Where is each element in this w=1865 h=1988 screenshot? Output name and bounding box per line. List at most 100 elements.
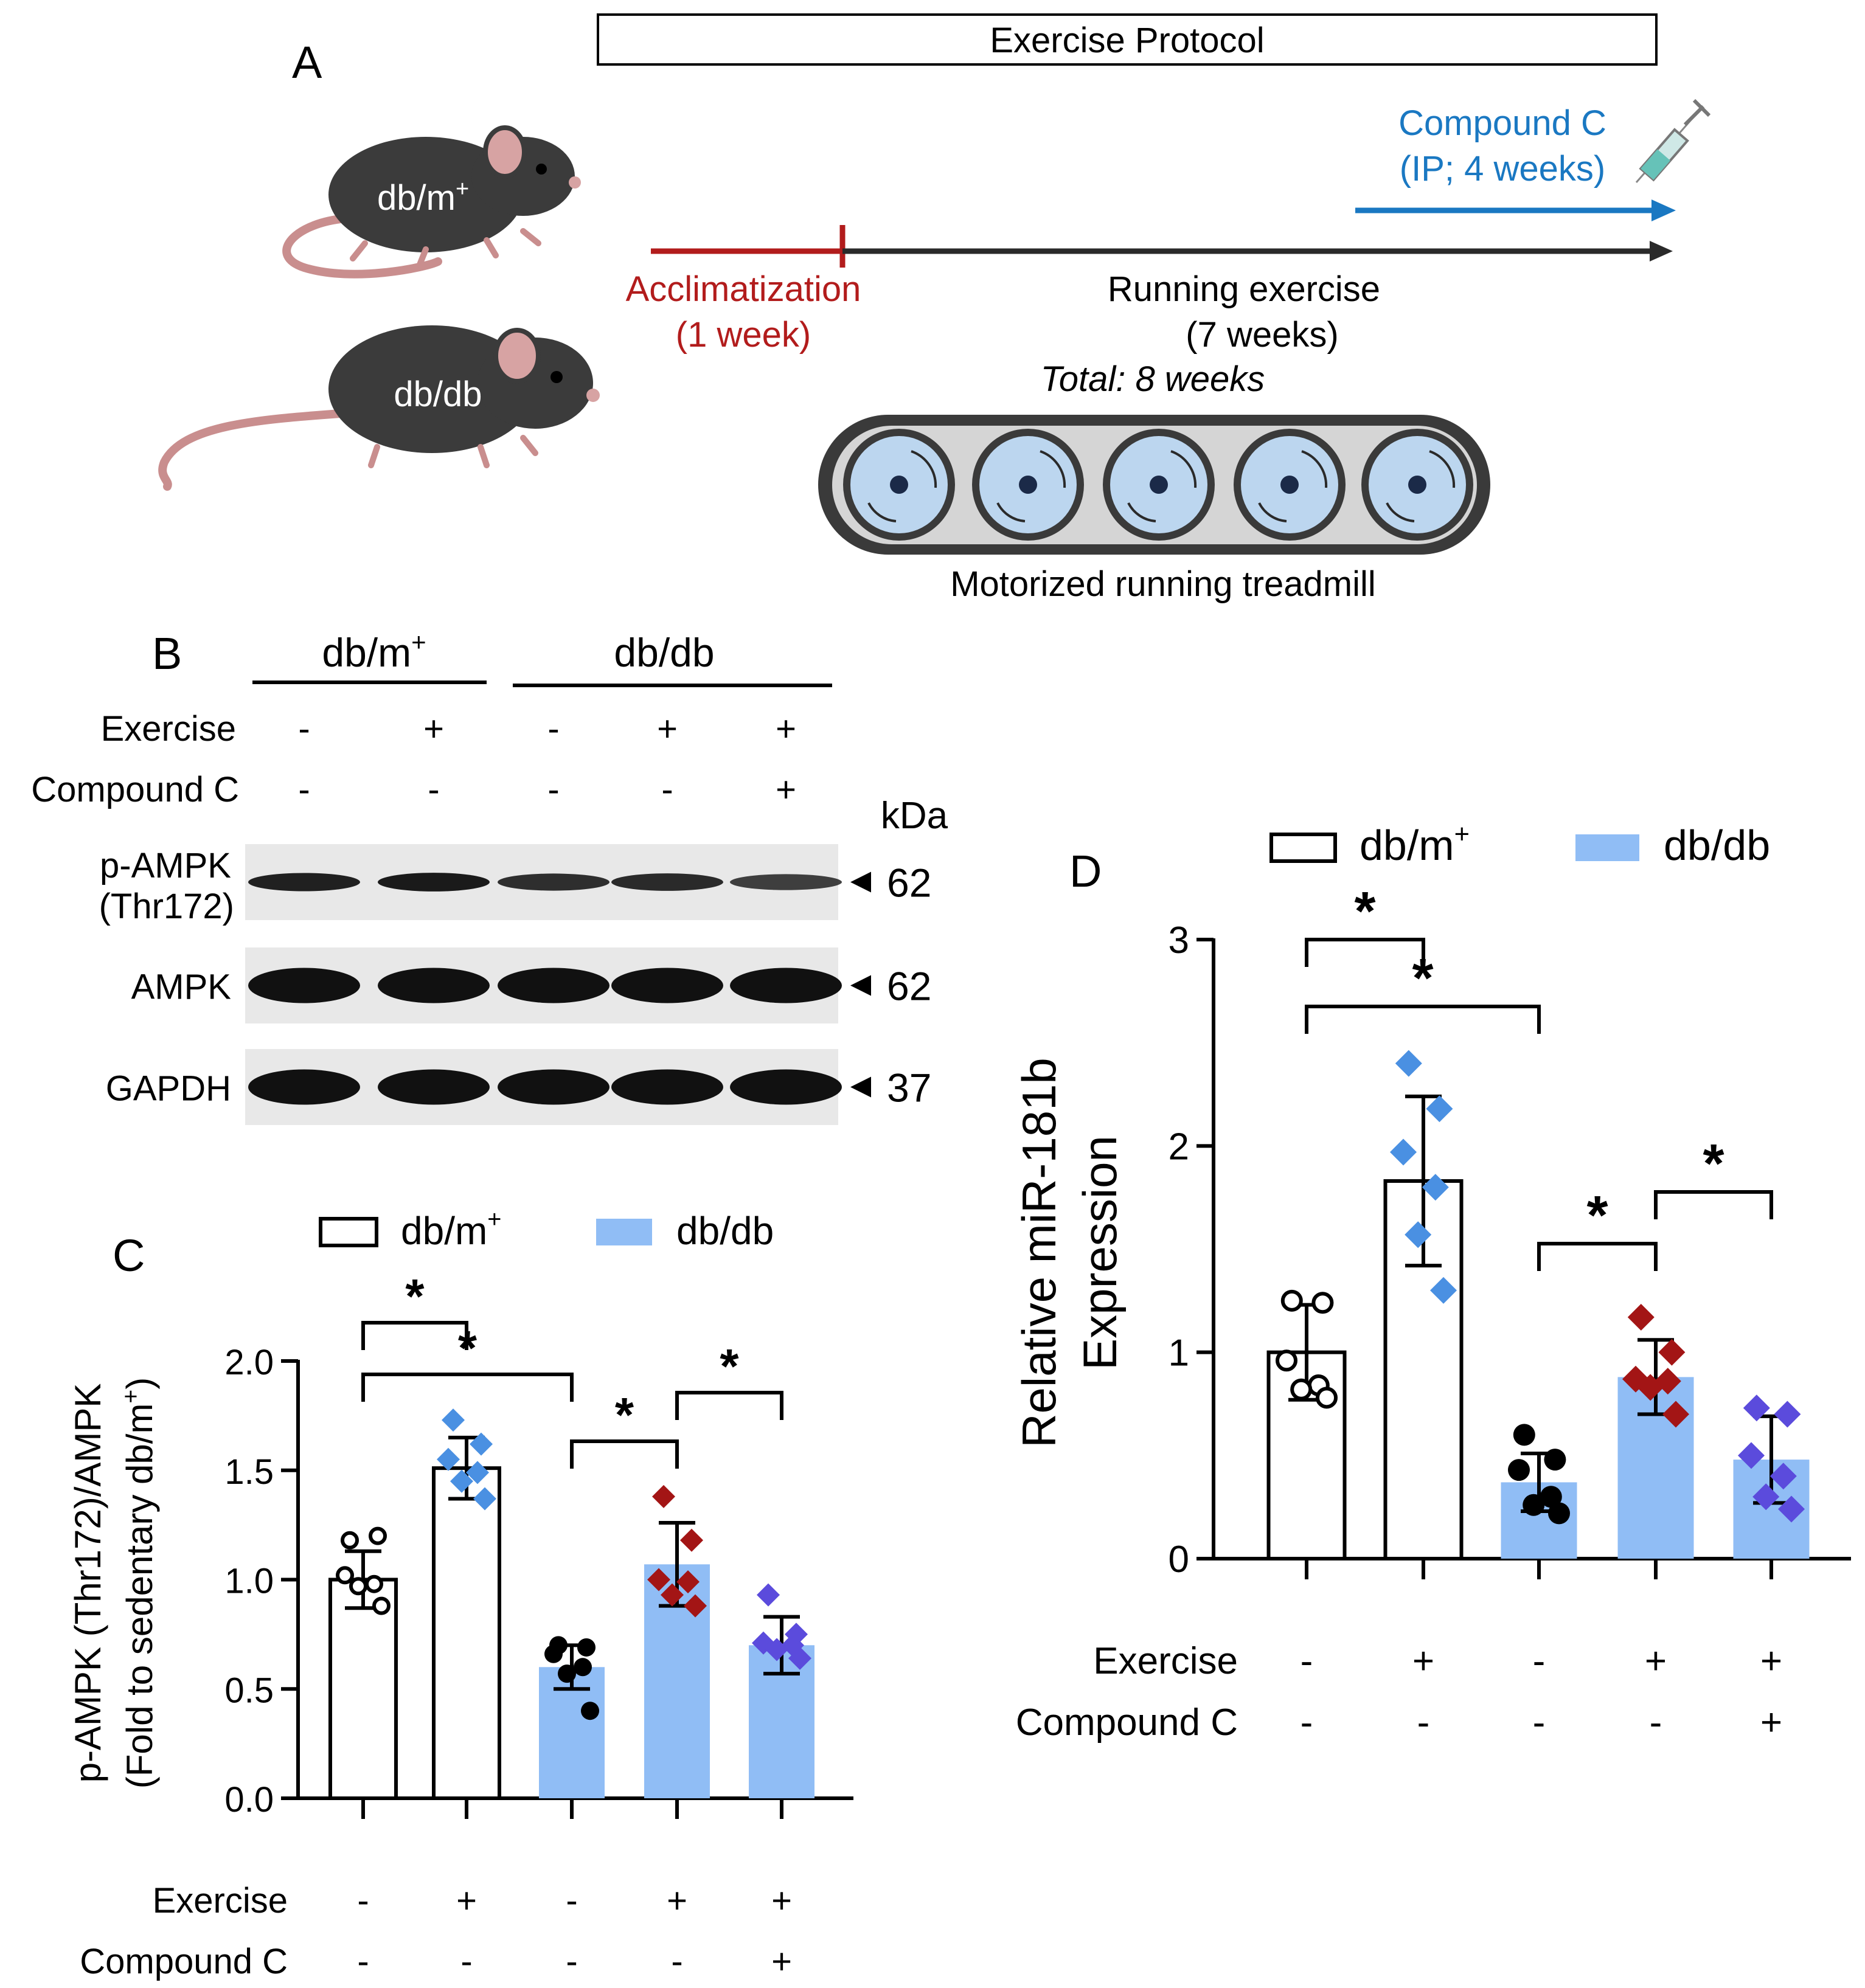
- legend-swatch: [319, 1217, 378, 1247]
- legend-label: db/m+: [401, 1206, 501, 1253]
- data-point: [1637, 1374, 1664, 1401]
- significance-bracket: [1305, 1005, 1541, 1034]
- data-point: [1662, 1401, 1689, 1428]
- panel-a: A Exercise Protocol db/m+ db/db: [158, 13, 1711, 604]
- data-point: [1658, 1339, 1686, 1366]
- data-point: [574, 1658, 592, 1677]
- data-point: [1540, 1486, 1562, 1508]
- blot-band: [378, 873, 490, 892]
- exercise-sign: +: [1760, 1640, 1782, 1682]
- total-duration: Total: 8 weeks: [1041, 359, 1265, 399]
- wheel-arc: [1127, 502, 1156, 522]
- significance-bracket: [570, 1439, 679, 1469]
- wheel-hub: [890, 476, 908, 494]
- mouse2-label: db/db: [394, 375, 482, 414]
- blot-row-label: GAPDH: [106, 1069, 231, 1109]
- wheel-hub: [1280, 476, 1299, 494]
- blot-exercise-sign: -: [298, 709, 310, 749]
- blot-band: [730, 968, 842, 1003]
- compound-label-line2: (IP; 4 weeks): [1400, 149, 1605, 189]
- wheel-hub: [1408, 476, 1426, 494]
- blot-group1-label: db/m+: [322, 628, 426, 675]
- data-point: [1290, 1378, 1313, 1401]
- data-point: [652, 1484, 675, 1508]
- data-point: [1508, 1459, 1530, 1481]
- significance-star: *: [720, 1339, 739, 1393]
- exercise-sign: +: [667, 1881, 687, 1920]
- blot-exercise-sign: +: [657, 709, 678, 749]
- blot-kda-value: 37: [887, 1065, 931, 1110]
- exercise-sign: +: [1412, 1640, 1434, 1682]
- data-point: [577, 1638, 596, 1657]
- significance-bracket: [361, 1321, 468, 1350]
- blot-kda-value: 62: [887, 861, 931, 906]
- data-point: [442, 1408, 465, 1432]
- blot-band: [730, 1069, 842, 1105]
- blot-marker-arrow: [850, 975, 871, 996]
- data-point: [1774, 1401, 1801, 1428]
- panel-d: D 0 1 2 3 Relative miR-181b Expression db/m+ db…: [1012, 820, 1851, 1744]
- syringe-icon: [1635, 99, 1711, 183]
- blot-band: [248, 873, 360, 892]
- exercise-sign: +: [456, 1881, 477, 1920]
- exercise-sign: -: [1301, 1640, 1313, 1682]
- data-point: [365, 1574, 383, 1593]
- y-axis-label: Expression: [1073, 1135, 1127, 1370]
- data-point: [1430, 1276, 1457, 1304]
- blot-band: [248, 968, 360, 1003]
- bar: [328, 1578, 398, 1800]
- compound-sign: +: [1760, 1702, 1782, 1744]
- legend-label: db/db: [676, 1209, 774, 1253]
- data-point: [1627, 1303, 1655, 1331]
- blot-compound-sign: +: [776, 770, 796, 809]
- data-point: [1311, 1292, 1334, 1314]
- legend-swatch: [596, 1219, 652, 1245]
- exercise-sign: +: [771, 1881, 792, 1920]
- panel-c: C 0.0 0.5 1.0 1.5 2.0 p-AMPK (Thr172)/AMPK (Fo…: [68, 1206, 853, 1981]
- data-point: [788, 1646, 811, 1670]
- blot-band: [378, 1069, 490, 1105]
- data-point: [466, 1461, 489, 1484]
- y-tick-label: 2: [1169, 1126, 1189, 1168]
- data-point: [450, 1469, 473, 1493]
- y-axis-label: p-AMPK (Thr172)/AMPK: [68, 1384, 108, 1783]
- significance-bracket: [675, 1391, 783, 1420]
- mouse-icon: [282, 125, 581, 279]
- data-point: [1752, 1483, 1780, 1511]
- compound-row-label: Compound C: [1016, 1702, 1238, 1744]
- wheel-arc: [1040, 450, 1066, 488]
- exercise-sign: -: [566, 1881, 577, 1920]
- compound-row-label: Compound C: [80, 1942, 288, 1981]
- significance-bracket: [1537, 1242, 1658, 1271]
- data-point: [684, 1594, 707, 1618]
- data-point: [558, 1664, 576, 1683]
- data-point: [765, 1638, 788, 1661]
- data-point: [680, 1528, 703, 1552]
- blot-band: [730, 874, 842, 890]
- y-tick-label: 1.5: [224, 1452, 274, 1492]
- data-point: [647, 1568, 670, 1591]
- compound-sign: -: [1650, 1702, 1662, 1744]
- data-point: [1426, 1095, 1453, 1123]
- mouse-icon: [158, 325, 600, 491]
- data-point: [372, 1596, 391, 1615]
- blot-row-label: (Thr172): [99, 887, 234, 926]
- wheel-arc: [1170, 450, 1197, 488]
- data-point: [1513, 1424, 1535, 1446]
- data-point: [581, 1702, 599, 1720]
- wheel-arc: [911, 450, 937, 488]
- blot-compound-row-label: Compound C: [31, 770, 239, 809]
- wheel-arc: [1386, 502, 1415, 522]
- data-point: [341, 1531, 359, 1550]
- acclimatization-label-line1: Acclimatization: [626, 269, 861, 309]
- blot-exercise-sign: -: [547, 709, 559, 749]
- blot-compound-sign: -: [661, 770, 673, 809]
- y-tick-label: 3: [1169, 920, 1189, 961]
- wheel-arc: [1258, 502, 1287, 522]
- y-tick-label: 2.0: [224, 1343, 274, 1382]
- data-point: [336, 1566, 354, 1585]
- treadmill-icon: [818, 415, 1490, 555]
- legend-swatch: [1269, 833, 1337, 863]
- exercise-sign: -: [357, 1881, 369, 1920]
- wheel-arc: [996, 502, 1026, 522]
